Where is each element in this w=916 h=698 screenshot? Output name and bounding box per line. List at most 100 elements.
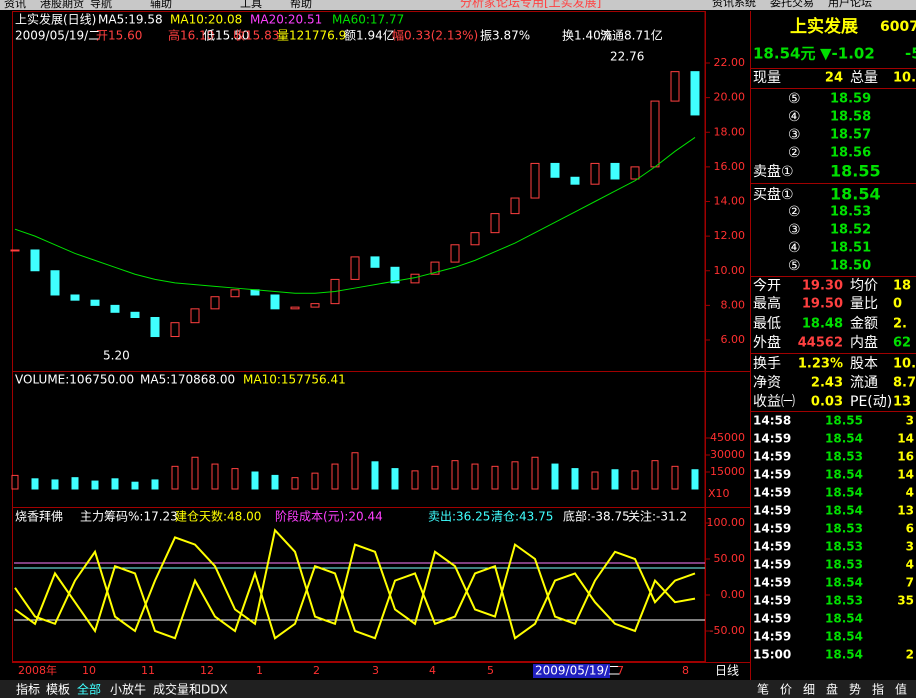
- volume-bar: [231, 468, 239, 490]
- tick-time: 14:59: [753, 594, 791, 608]
- info-item: 收15.83: [233, 29, 279, 43]
- date-label: 2: [313, 664, 320, 677]
- tick-price: 18.54: [825, 648, 863, 662]
- volume-bar: [51, 479, 59, 490]
- menu-item: 辅助: [150, 0, 172, 10]
- date-label: 3: [372, 664, 379, 677]
- side-tab: 细: [803, 683, 815, 697]
- tick-price: 18.54: [825, 468, 863, 482]
- tick-volume: 3: [906, 540, 914, 554]
- menu-item: 港股期货: [40, 0, 84, 10]
- volume-bar: [391, 468, 399, 490]
- tick-volume: 14: [897, 468, 914, 482]
- side-tab: 价: [780, 683, 792, 697]
- candle: [10, 249, 20, 252]
- book-price: 18.51: [830, 241, 871, 256]
- field-label: 总量: [850, 70, 878, 86]
- field-label: 量比: [850, 296, 878, 312]
- info-item: 2009/05/19/二: [15, 29, 100, 43]
- candle: [570, 176, 580, 185]
- stock-name: 上实发展: [790, 16, 858, 37]
- info-item: 量121776.9: [277, 29, 346, 43]
- candle: [210, 296, 220, 310]
- volume-bar: [411, 470, 419, 490]
- field-label: 净资: [753, 375, 781, 391]
- field-value: 8.7: [893, 376, 916, 391]
- indicator-label: 烧香拜佛: [15, 510, 63, 524]
- candle: [630, 166, 640, 180]
- date-label: 11: [141, 664, 155, 677]
- side-tab: 指: [872, 682, 884, 697]
- tick-price: 18.54: [825, 612, 863, 626]
- y-tick-label: 14.00: [714, 195, 746, 208]
- indicator-label: 卖出:36.25: [428, 510, 490, 524]
- candle: [110, 304, 120, 313]
- y-tick-label: 10.00: [714, 264, 746, 277]
- y-tick-label: 22.00: [714, 56, 746, 69]
- book-price: 18.55: [830, 162, 881, 181]
- field-label: 内盘: [850, 334, 878, 351]
- info-item: 幅0.33(2.13%): [392, 28, 478, 43]
- tick-time: 14:59: [753, 612, 791, 626]
- volume-bar: [311, 472, 319, 490]
- candle: [470, 232, 480, 246]
- volume-bar: [111, 478, 119, 490]
- volume-bar: [371, 461, 379, 490]
- book-price: 18.53: [830, 205, 871, 220]
- indicator-line: [14, 528, 696, 633]
- field-value: 13: [893, 395, 911, 410]
- volume-bar: [651, 460, 659, 490]
- tick-price: 18.54: [825, 504, 863, 518]
- indicator-label: 关注:-31.2: [628, 509, 687, 524]
- field-value: 19.30: [802, 279, 843, 294]
- menu-item: 工具: [240, 0, 262, 10]
- volume-bar: [211, 463, 219, 490]
- tick-volume: 4: [906, 486, 914, 500]
- ma-label: MA5:19.58: [98, 13, 163, 27]
- info-item: 额1.94亿: [344, 28, 395, 43]
- tick-volume: 2: [906, 648, 914, 662]
- field-label: 流通: [850, 375, 878, 391]
- candle: [510, 197, 520, 215]
- volume-bar: [431, 465, 439, 490]
- annotation: 5.20: [103, 349, 130, 363]
- volume-bar: [331, 463, 339, 490]
- candle: [610, 162, 620, 180]
- tick-time: 14:59: [753, 468, 791, 482]
- book-label: ③: [788, 127, 801, 143]
- book-price: 18.50: [830, 259, 871, 274]
- candle: [230, 289, 240, 298]
- indicator-label: 建仓天数:48.00: [175, 509, 261, 524]
- book-price: 18.58: [830, 110, 871, 125]
- tick-price: 18.53: [825, 522, 863, 536]
- candle: [690, 71, 700, 116]
- stock-code: 6007: [880, 19, 916, 35]
- info-item: 流通8.71亿: [600, 28, 663, 43]
- volume-label: VOLUME:106750.00: [15, 373, 134, 387]
- menu-item: 导航: [90, 0, 112, 10]
- volume-bar: [351, 452, 359, 490]
- field-value: 19.50: [802, 297, 843, 312]
- pct: -5: [905, 45, 916, 63]
- volume-bar: [31, 478, 39, 490]
- volume-bar: [171, 465, 179, 490]
- y-tick-label: 16.00: [714, 160, 746, 173]
- field-label: 金额: [850, 316, 878, 332]
- candle: [450, 244, 460, 263]
- book-label: ②: [788, 204, 801, 220]
- indicator-label: 底部:-38.75: [563, 509, 630, 524]
- side-tab: 势: [849, 683, 861, 697]
- field-value: 10.: [893, 71, 916, 86]
- candle: [90, 299, 100, 306]
- date-label: 12: [200, 664, 214, 677]
- field-label: 今开: [753, 278, 781, 294]
- volume-label: MA10:157756.41: [243, 373, 346, 387]
- ma-label: MA60:17.77: [332, 13, 404, 27]
- field-value: 2.43: [811, 376, 843, 391]
- menu-item: 帮助: [290, 0, 312, 10]
- candle: [170, 322, 180, 338]
- book-label: ⑤: [788, 91, 801, 107]
- tick-volume: 13: [897, 504, 914, 518]
- y-tick-label: -50.00: [710, 624, 745, 637]
- field-label: 换手: [753, 355, 781, 372]
